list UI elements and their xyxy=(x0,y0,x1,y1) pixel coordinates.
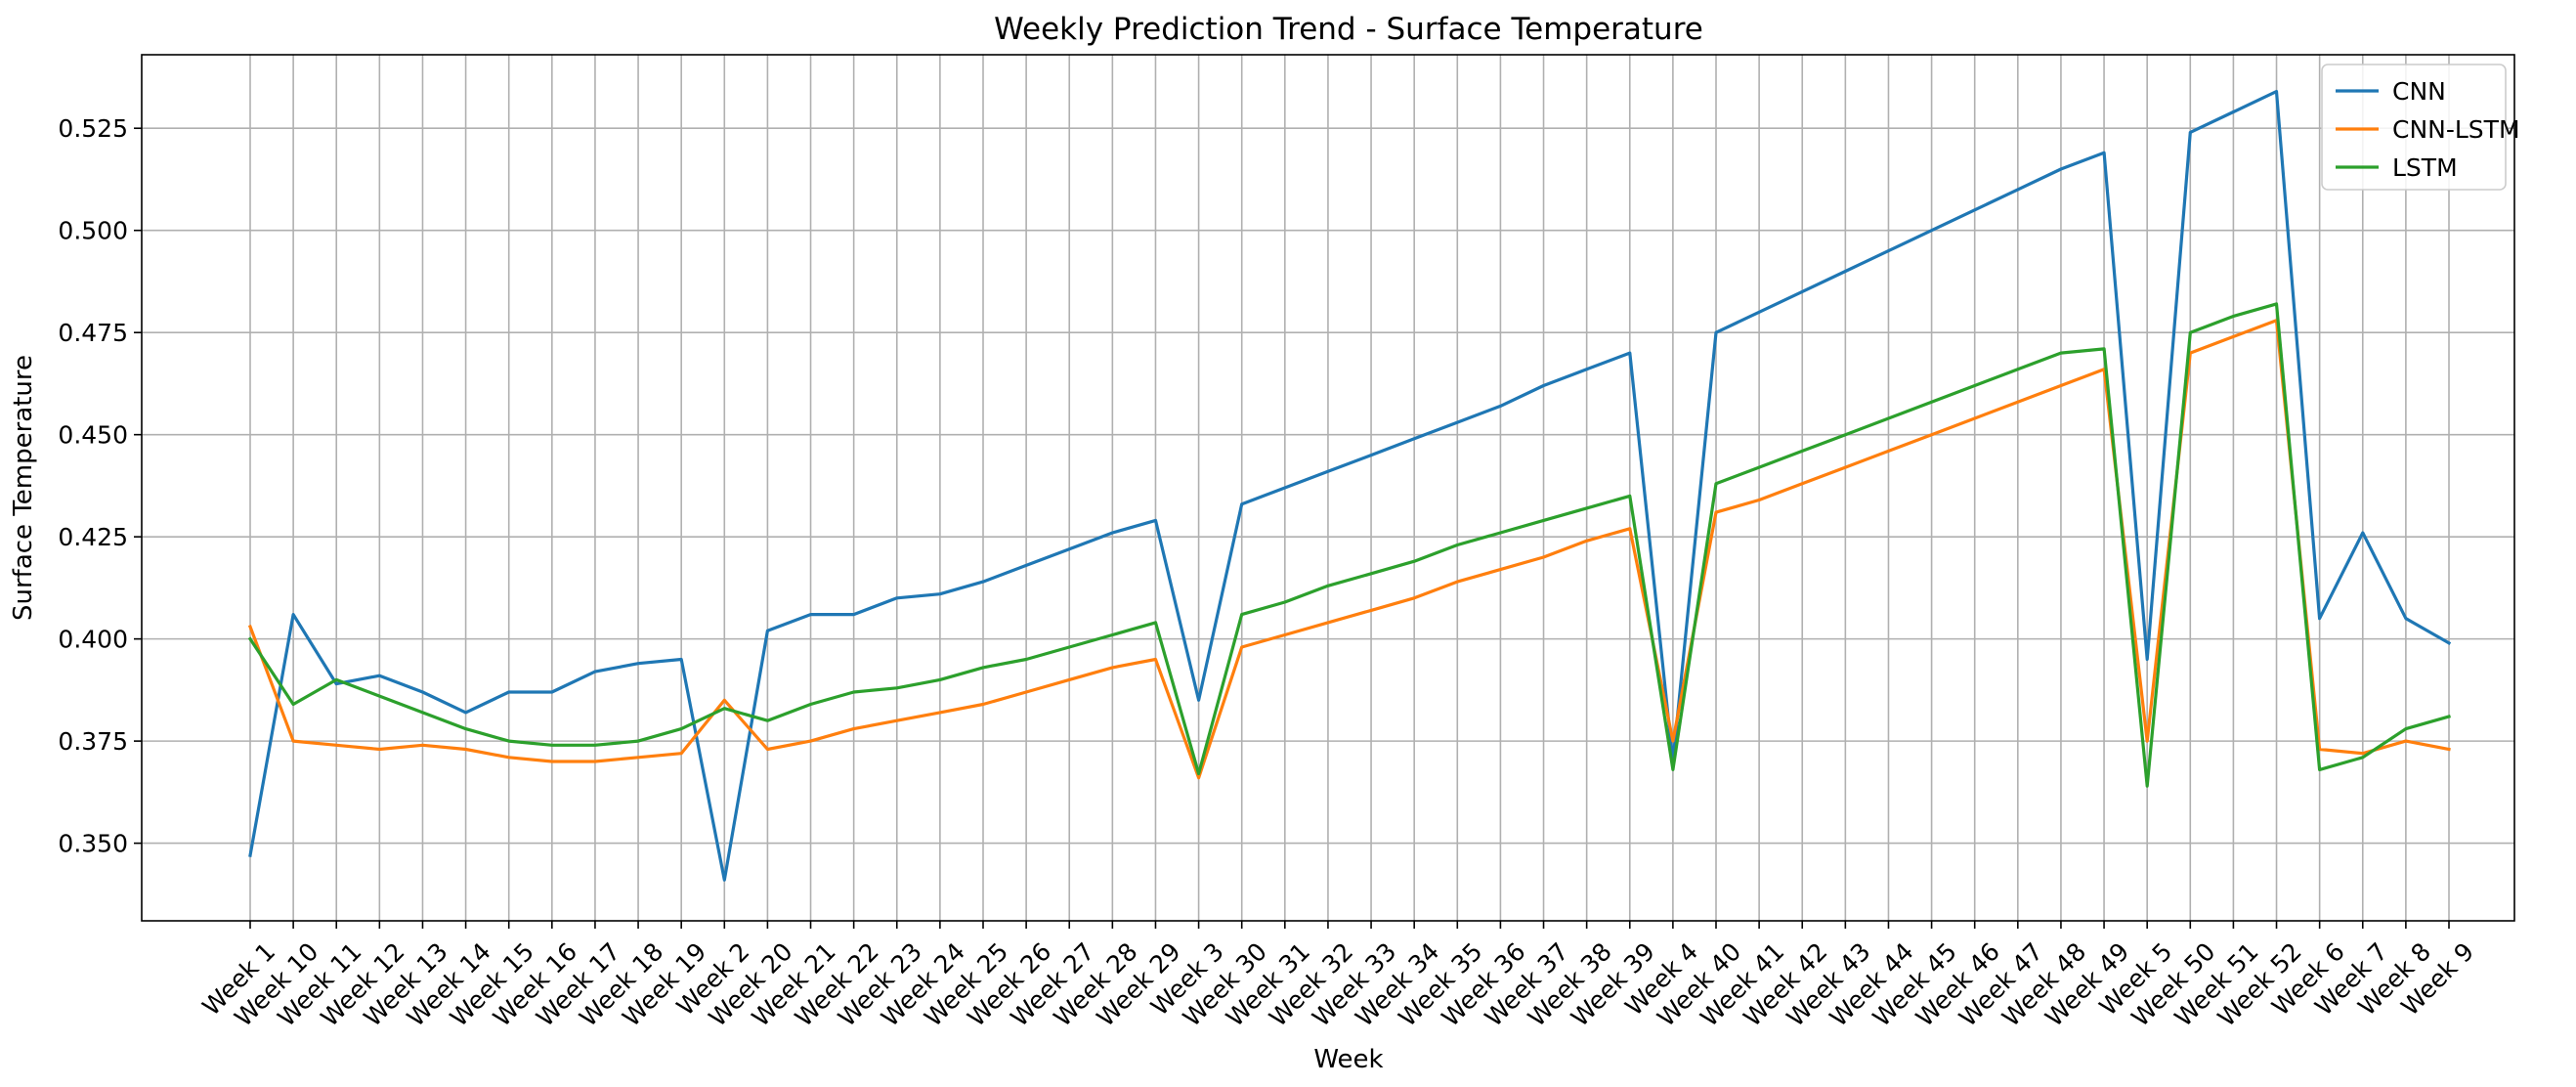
y-tick-label: 0.350 xyxy=(58,830,128,858)
legend-label: CNN-LSTM xyxy=(2392,115,2520,144)
y-axis: 0.350 0.375 0.400 0.425 0.450 0.475 0.500 0.525 xyxy=(58,114,142,858)
y-axis-label: Surface Temperature xyxy=(9,355,38,621)
legend: CNN CNN-LSTM LSTM xyxy=(2321,64,2520,191)
legend-label: LSTM xyxy=(2392,153,2458,182)
grid xyxy=(142,55,2514,921)
x-axis-label: Week xyxy=(1313,1045,1383,1074)
y-tick-label: 0.425 xyxy=(58,523,128,551)
y-tick-label: 0.525 xyxy=(58,114,128,143)
y-tick-label: 0.375 xyxy=(58,727,128,756)
series-lines xyxy=(247,89,2452,882)
series-line-cnn xyxy=(248,89,2452,882)
chart-title: Weekly Prediction Trend - Surface Temper… xyxy=(994,12,1703,47)
legend-label: CNN xyxy=(2392,77,2446,106)
y-tick-label: 0.450 xyxy=(58,421,128,450)
y-tick-label: 0.475 xyxy=(58,319,128,347)
legend-box xyxy=(2321,64,2507,191)
y-tick-label: 0.400 xyxy=(58,626,128,654)
series-line-cnn-lstm xyxy=(247,319,2451,780)
y-tick-label: 0.500 xyxy=(58,217,128,245)
series-line-lstm xyxy=(247,302,2451,788)
